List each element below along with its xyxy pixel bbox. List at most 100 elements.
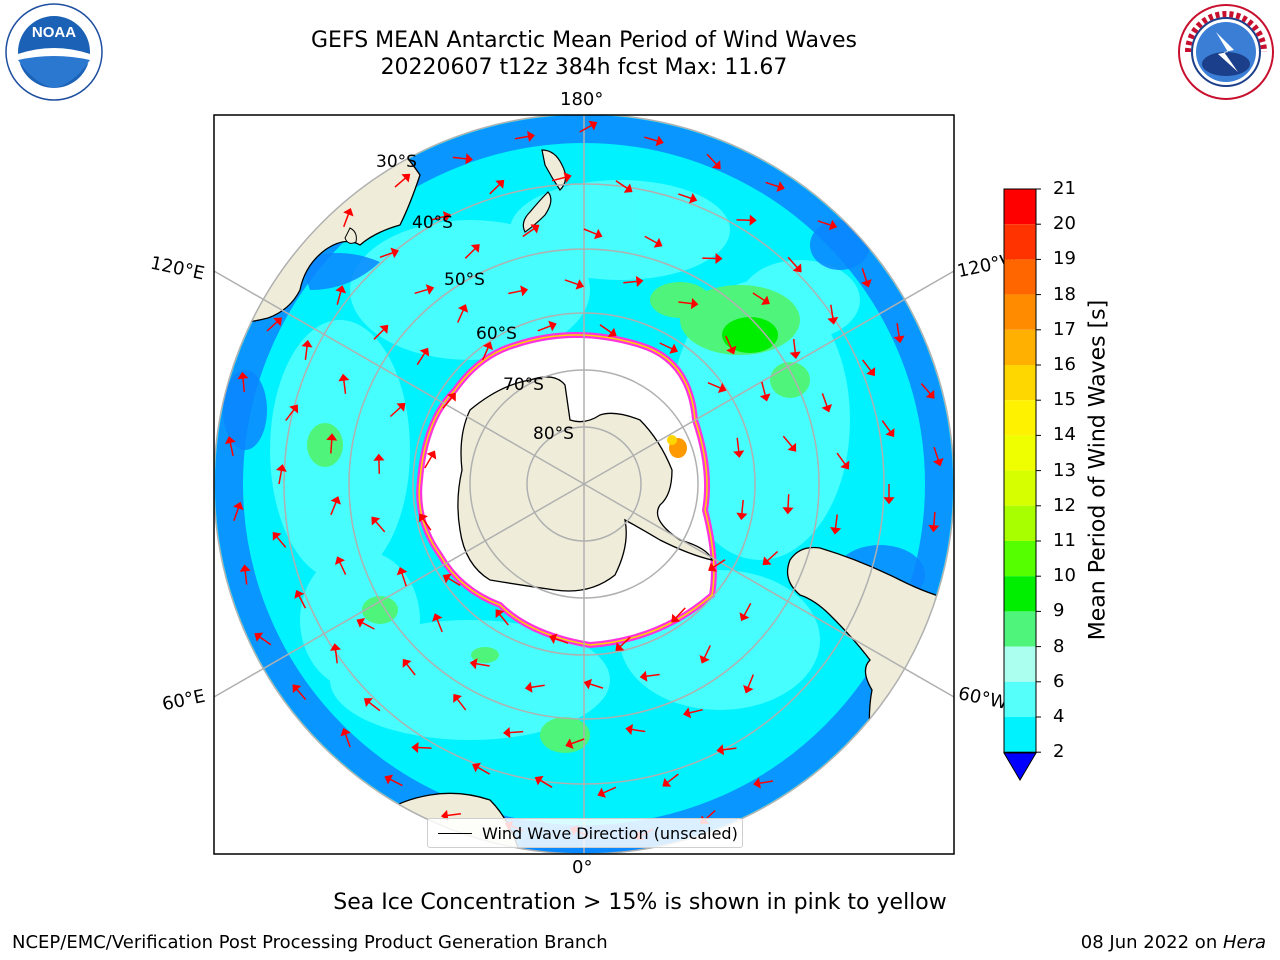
wave-direction-arrow-head [469,658,478,670]
wave-direction-arrow-shaft [564,279,579,286]
wave-direction-arrow-head [548,320,557,332]
colorbar-tick-label: 20 [1053,213,1076,235]
wave-direction-arrow-head [402,658,412,668]
colorbar-bin [1004,717,1036,753]
wave-direction-arrow-shaft [787,256,798,269]
wave-direction-arrow-shaft [361,621,375,630]
wave-direction-arrow-shaft [401,572,407,587]
credit-date: 08 Jun 2022 on Hera [1081,932,1266,953]
colorbar-tick-label: 11 [1053,530,1076,551]
colorbar-tick-label: 21 [1053,178,1076,199]
nws-logo [1178,4,1274,100]
wave-direction-arrow-head [472,762,481,773]
wave-direction-arrow-head [787,442,797,452]
sea-ice-note: Sea Ice Concentration > 15% is shown in … [333,890,947,915]
wave-direction-arrow-head [338,373,350,382]
wave-direction-arrow-head [503,727,511,739]
wave-direction-arrow-shaft [644,235,658,244]
wave-direction-arrow-shaft [817,220,832,227]
wave-direction-arrow-shaft [342,213,350,228]
wave-direction-arrow-head [396,402,406,412]
wave-direction-arrow-head [343,207,354,217]
wave-direction-arrow-head [289,404,299,414]
wave-direction-arrow-head [893,335,905,344]
wave-direction-arrow-head [465,153,473,165]
wave-direction-arrow-head [928,524,940,533]
wave-direction-arrow-shaft [631,728,646,733]
wave-direction-arrow-head [549,633,558,644]
wave-direction-arrow-shaft [836,452,846,465]
wave-direction-arrow-head [828,219,838,231]
wave-direction-arrow-shaft [373,328,385,340]
wave-direction-arrow-head [330,643,342,651]
wave-direction-arrow-head [623,183,633,193]
wave-direction-arrow-shaft [389,406,402,418]
wave-direction-arrow-shaft [712,559,726,569]
wave-direction-arrow-head [594,228,603,240]
wave-direction-arrow-shaft [278,470,283,485]
wave-direction-arrow-shaft [394,177,407,188]
wave-direction-arrow-shaft [766,550,779,562]
wave-direction-arrow-head [356,617,366,628]
wave-direction-arrow-head [482,341,494,351]
wave-direction-arrow-shaft [374,520,386,533]
wave-direction-arrow-head [335,285,347,294]
wave-direction-arrow-shaft [741,499,744,514]
wave-direction-arrow-head [272,531,282,541]
colorbar-tick-label: 4 [1053,706,1065,727]
wave-direction-arrow-shaft [554,637,569,644]
lon-label-180: 180° [560,89,604,110]
wave-direction-arrow-shaft [389,778,403,787]
wave-direction-arrow-shaft [477,766,491,775]
wave-direction-arrow-shaft [675,607,686,619]
wave-direction-arrow-shaft [436,618,443,633]
wave-direction-arrow-head [401,173,411,183]
lat-label-50s: 50°S [444,270,485,290]
wave-direction-arrow-shaft [615,180,628,190]
wave-direction-arrow-shaft [722,747,737,751]
wave-direction-arrow-head [861,279,872,288]
wave-direction-arrow-shaft [933,446,940,461]
wave-direction-arrow-head [726,345,737,355]
wave-direction-arrow-shaft [765,181,780,188]
wave-direction-arrow-shaft [537,325,552,332]
wave-direction-arrow-shaft [539,779,553,788]
wave-direction-arrow-head [440,809,449,821]
wave-direction-arrow-head [925,389,935,399]
colorbar-bin [1004,294,1036,330]
lat-label-30s: 30°S [376,152,417,172]
credit-branch: NCEP/EMC/Verification Post Processing Pr… [12,932,608,953]
colorbar-tick-label: 2 [1053,741,1065,763]
wave-direction-arrow-shaft [706,153,718,166]
wave-direction-arrow-shaft [406,663,416,676]
wave-direction-arrow-shaft [834,514,838,529]
wave-direction-arrow-head [708,562,717,572]
wave-direction-arrow-shaft [602,786,617,794]
wave-direction-arrow-shaft [881,420,892,433]
wave-direction-arrow-head [690,297,699,310]
legend-line [438,832,472,834]
wave-direction-arrow-head [743,684,754,694]
wave-direction-arrow-head [866,367,876,377]
wave-direction-arrow-shaft [447,577,461,586]
wave-direction-arrow-shaft [336,291,342,305]
wave-direction-arrow-head [827,316,839,325]
colorbar-tick-label: 15 [1053,389,1076,411]
map-legend: Wind Wave Direction (unscaled) [427,818,743,848]
wave-direction-arrow-shaft [830,304,834,319]
wave-direction-arrow-shaft [498,613,509,626]
wave-direction-arrow-head [530,224,540,234]
wave-direction-arrow-shaft [743,602,752,616]
wave-direction-arrow-head [840,460,850,470]
wave-direction-arrow-head [683,707,692,719]
colorbar-tick-label: 18 [1053,283,1076,305]
lat-label-60s: 60°S [476,324,517,344]
wave-direction-arrow-shaft [862,359,872,372]
wave-direction-arrow-shaft [456,698,467,711]
wave-direction-arrow-head [237,371,249,380]
wave-direction-arrow-shaft [266,321,278,332]
wave-direction-arrow-head [457,304,469,313]
wave-direction-arrow-shaft [464,247,476,259]
wave-direction-arrow-shaft [599,324,612,334]
colorbar-tick-label: 10 [1053,565,1076,587]
